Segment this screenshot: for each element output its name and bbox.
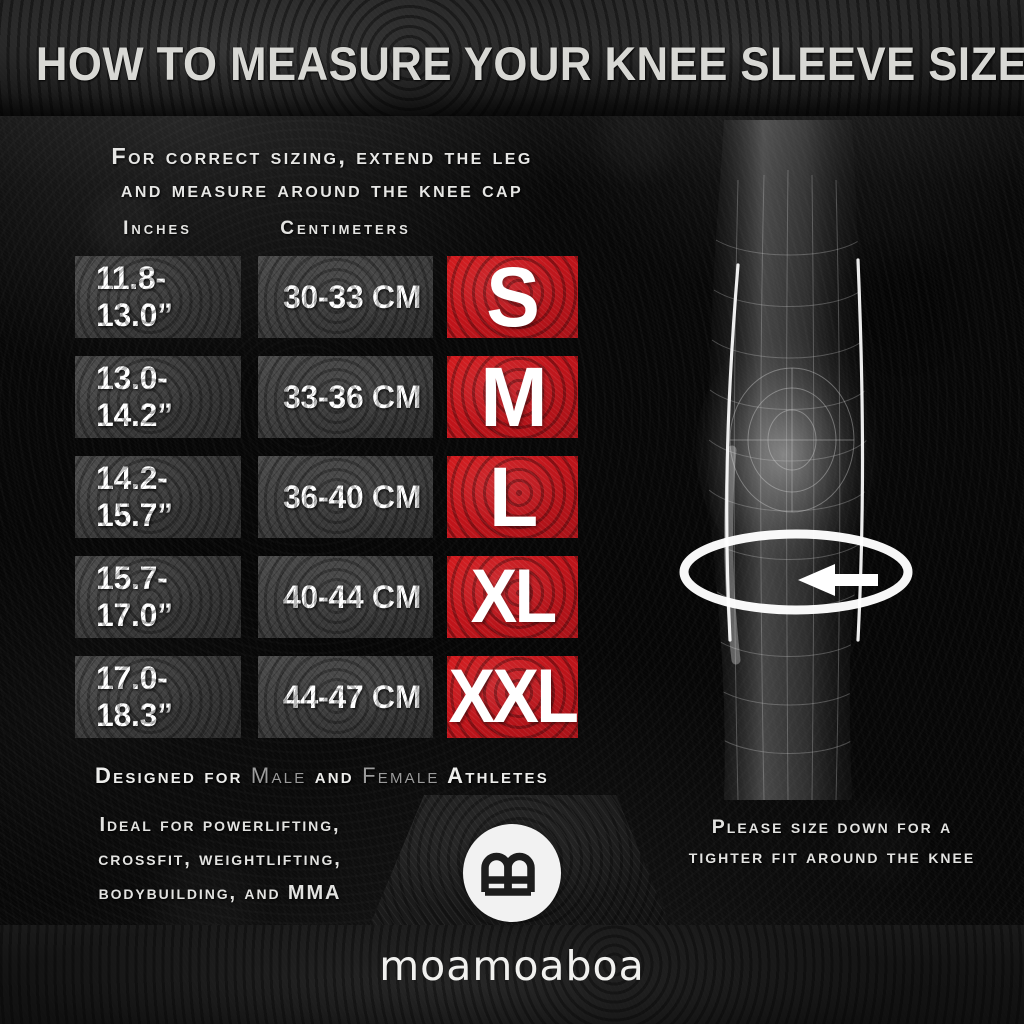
cell-size: M	[447, 356, 578, 438]
table-row: 14.2-15.7” 36-40 CM L	[0, 456, 1024, 556]
size-down-note-line-1: Please size down for a	[711, 816, 953, 838]
column-header-centimeters: Centimeters	[280, 218, 411, 239]
table-row: 13.0-14.2” 33-36 CM M	[0, 356, 1024, 456]
cell-inches: 17.0-18.3”	[75, 656, 241, 738]
page-title: HOW TO MEASURE YOUR KNEE SLEEVE SIZE	[35, 36, 1024, 91]
size-label: XXL	[448, 656, 578, 738]
size-label: M	[479, 356, 547, 438]
designed-for-line: Designed for Male and Female Athletes	[22, 763, 622, 789]
cell-centimeters: 33-36 CM	[258, 356, 433, 438]
cell-size: XXL	[447, 656, 578, 738]
table-row: 11.8-13.0” 30-33 CM S	[0, 256, 1024, 356]
cell-inches: 13.0-14.2”	[75, 356, 241, 438]
cell-inches: 15.7-17.0”	[75, 556, 241, 638]
size-down-note: Please size down for a tighter fit aroun…	[640, 812, 1024, 872]
cell-centimeters: 40-44 CM	[258, 556, 433, 638]
size-table: 11.8-13.0” 30-33 CM S 13.0-14.2” 33-36 C…	[0, 256, 1024, 756]
ideal-for-line-3: bodybuilding, and MMA	[98, 882, 342, 904]
top-texture-band	[0, 0, 1024, 116]
ideal-for-line-1: Ideal for powerlifting,	[99, 814, 341, 836]
size-down-note-line-2: tighter fit around the knee	[688, 846, 976, 868]
designed-for-female: Female	[362, 763, 440, 788]
size-label: S	[486, 256, 541, 338]
ideal-for-paragraph: Ideal for powerlifting, crossfit, weight…	[40, 808, 400, 910]
cell-inches: 14.2-15.7”	[75, 456, 241, 538]
designed-for-suffix: Athletes	[439, 763, 549, 788]
designed-for-male: Male	[250, 763, 307, 788]
cell-centimeters: 44-47 CM	[258, 656, 433, 738]
table-column-headers: Inches Centimeters	[0, 218, 1024, 242]
cell-size: XL	[447, 556, 578, 638]
size-label: XL	[470, 556, 558, 638]
intro-line-1: For correct sizing, extend the leg	[111, 143, 533, 169]
table-row: 15.7-17.0” 40-44 CM XL	[0, 556, 1024, 656]
cell-inches: 11.8-13.0”	[75, 256, 241, 338]
ideal-for-line-2: crossfit, weightlifting,	[98, 848, 342, 870]
column-header-inches: Inches	[123, 218, 192, 239]
designed-for-conjunction: and	[306, 763, 363, 788]
designed-for-prefix: Designed for	[95, 763, 251, 788]
brand-logo-icon	[463, 824, 561, 922]
brand-wordmark: moamoaboa	[379, 942, 645, 990]
size-label: L	[488, 456, 538, 538]
table-row: 17.0-18.3” 44-47 CM XXL	[0, 656, 1024, 756]
cell-centimeters: 36-40 CM	[258, 456, 433, 538]
cell-size: L	[447, 456, 578, 538]
intro-line-2: and measure around the knee cap	[120, 176, 524, 202]
intro-instructions: For correct sizing, extend the leg and m…	[22, 140, 622, 206]
bottom-texture-band	[0, 925, 1024, 1024]
cell-centimeters: 30-33 CM	[258, 256, 433, 338]
cell-size: S	[447, 256, 578, 338]
